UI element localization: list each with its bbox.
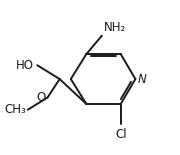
Text: Cl: Cl [115,128,127,142]
Text: N: N [138,73,147,86]
Text: CH₃: CH₃ [4,103,26,116]
Text: NH₂: NH₂ [103,21,126,34]
Text: O: O [37,91,46,104]
Text: HO: HO [16,59,34,72]
